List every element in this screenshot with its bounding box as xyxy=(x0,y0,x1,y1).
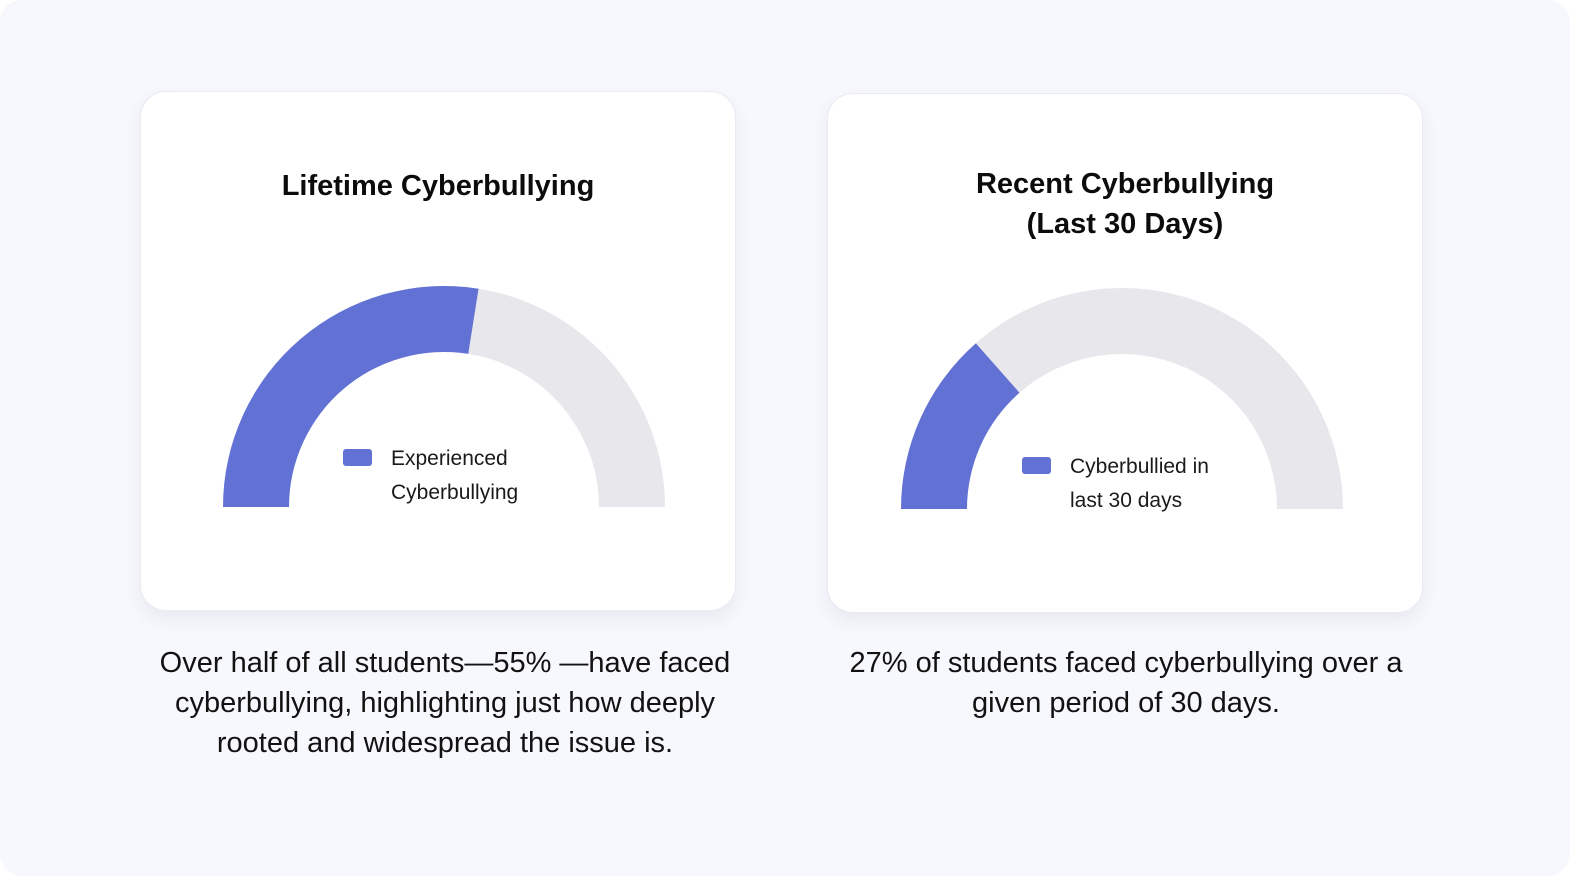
recent-gauge-value-segment xyxy=(901,343,1020,509)
recent-legend: Cyberbullied in last 30 days xyxy=(1022,450,1240,518)
recent-gauge-remainder-segment xyxy=(975,288,1343,509)
recent-chart-title: Recent Cyberbullying (Last 30 Days) xyxy=(975,168,1275,240)
lifetime-caption: Over half of all students—55% —have face… xyxy=(159,647,731,759)
lifetime-gauge-chart xyxy=(223,286,665,507)
recent-cyberbullying-card: Recent Cyberbullying (Last 30 Days) Cybe… xyxy=(827,93,1423,613)
recent-legend-label: Cyberbullied in last 30 days xyxy=(1070,455,1209,512)
lifetime-gauge-remainder-segment xyxy=(468,288,665,507)
lifetime-chart-title: Lifetime Cyberbullying xyxy=(281,170,595,202)
recent-legend-swatch xyxy=(1022,457,1051,474)
recent-caption: 27% of students faced cyberbullying over… xyxy=(849,647,1403,719)
lifetime-legend-swatch xyxy=(343,449,372,466)
lifetime-legend-label: Experienced Cyberbullying xyxy=(391,447,519,504)
lifetime-cyberbullying-card: Lifetime Cyberbullying Experienced Cyber… xyxy=(140,91,736,611)
lifetime-gauge-value-segment xyxy=(223,286,479,507)
lifetime-legend: Experienced Cyberbullying xyxy=(343,442,561,510)
recent-gauge-chart xyxy=(901,288,1343,509)
